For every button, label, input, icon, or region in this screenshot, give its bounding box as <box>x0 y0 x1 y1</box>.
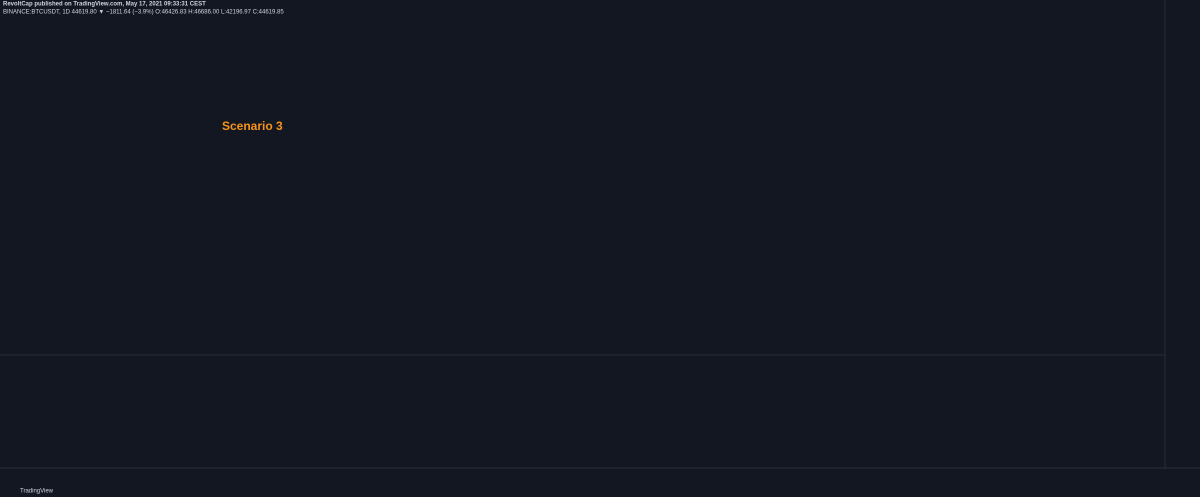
publisher-line: RevoltCap published on TradingView.com, … <box>3 2 206 8</box>
footer-logo: TradingView <box>20 489 54 495</box>
annotation: Scenario 3 <box>222 119 283 133</box>
symbol-line: BINANCE:BTCUSDT, 1D 44619.80 ▼ −1811.64 … <box>3 10 284 16</box>
